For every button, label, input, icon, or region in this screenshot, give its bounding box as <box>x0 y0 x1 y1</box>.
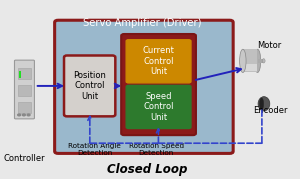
Bar <box>18 102 31 113</box>
Text: Rotation Angle
Detection: Rotation Angle Detection <box>68 143 121 156</box>
Text: Speed
Control
Unit: Speed Control Unit <box>143 92 174 122</box>
FancyBboxPatch shape <box>55 20 233 153</box>
Text: Position
Control
Unit: Position Control Unit <box>74 71 106 101</box>
FancyBboxPatch shape <box>126 85 191 129</box>
Text: Servo Amplifier (Driver): Servo Amplifier (Driver) <box>83 18 202 28</box>
Ellipse shape <box>240 49 246 72</box>
Text: Controller: Controller <box>4 154 45 163</box>
Text: Encoder: Encoder <box>254 107 288 115</box>
Ellipse shape <box>258 97 270 111</box>
Text: Rotation Speed
Detection: Rotation Speed Detection <box>129 143 184 156</box>
Bar <box>258 59 264 63</box>
Bar <box>243 49 257 72</box>
FancyBboxPatch shape <box>14 60 34 119</box>
Bar <box>18 85 31 96</box>
Text: Current
Control
Unit: Current Control Unit <box>142 46 174 76</box>
Circle shape <box>27 114 30 116</box>
Bar <box>19 71 21 78</box>
FancyBboxPatch shape <box>126 40 191 83</box>
Circle shape <box>22 114 25 116</box>
Bar <box>243 64 257 71</box>
Circle shape <box>18 114 21 116</box>
Ellipse shape <box>254 49 261 72</box>
FancyBboxPatch shape <box>121 34 196 135</box>
FancyBboxPatch shape <box>64 55 115 116</box>
Text: Closed Loop: Closed Loop <box>107 163 188 176</box>
Ellipse shape <box>260 98 264 110</box>
Ellipse shape <box>262 59 265 63</box>
Bar <box>18 68 31 79</box>
Text: Motor: Motor <box>257 41 281 50</box>
